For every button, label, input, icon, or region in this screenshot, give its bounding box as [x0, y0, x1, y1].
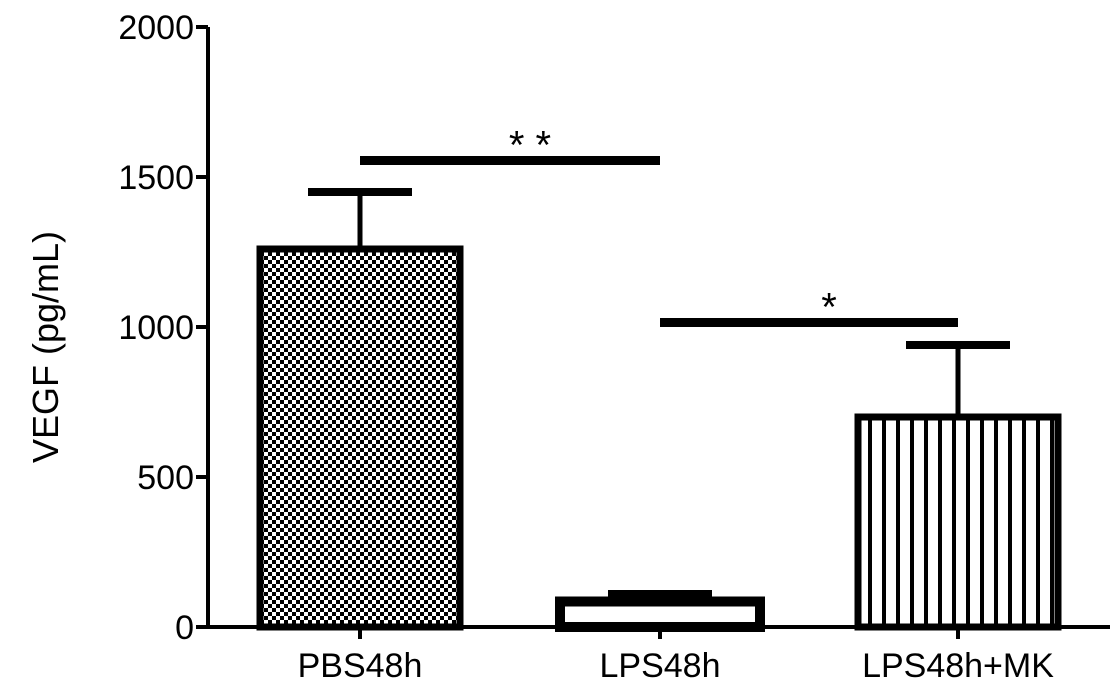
bar-lps48h: [555, 596, 765, 632]
x-tick-label: LPS48h+MK: [862, 647, 1054, 685]
bar-lps48h-mk: [854, 413, 1062, 631]
axes: 0 500 1000 1500 2000 PBS48h LPS48h LPS48h+MK: [118, 9, 1110, 685]
y-tick-label: 1000: [118, 309, 194, 347]
y-tick-label: 500: [137, 459, 194, 497]
annotations: * * *: [360, 124, 958, 330]
x-tick-label: PBS48h: [298, 647, 423, 685]
y-tick-label: 2000: [118, 9, 194, 47]
significance-label: *: [821, 286, 837, 330]
y-tick-label: 1500: [118, 159, 194, 197]
bars: [256, 188, 1062, 632]
y-axis-label: VEGF (pg/mL): [25, 231, 66, 463]
bar-pbs48h: [256, 245, 464, 631]
significance-label: * *: [509, 124, 551, 168]
x-tick-label: LPS48h: [600, 647, 721, 685]
y-tick-label: 0: [175, 609, 194, 647]
